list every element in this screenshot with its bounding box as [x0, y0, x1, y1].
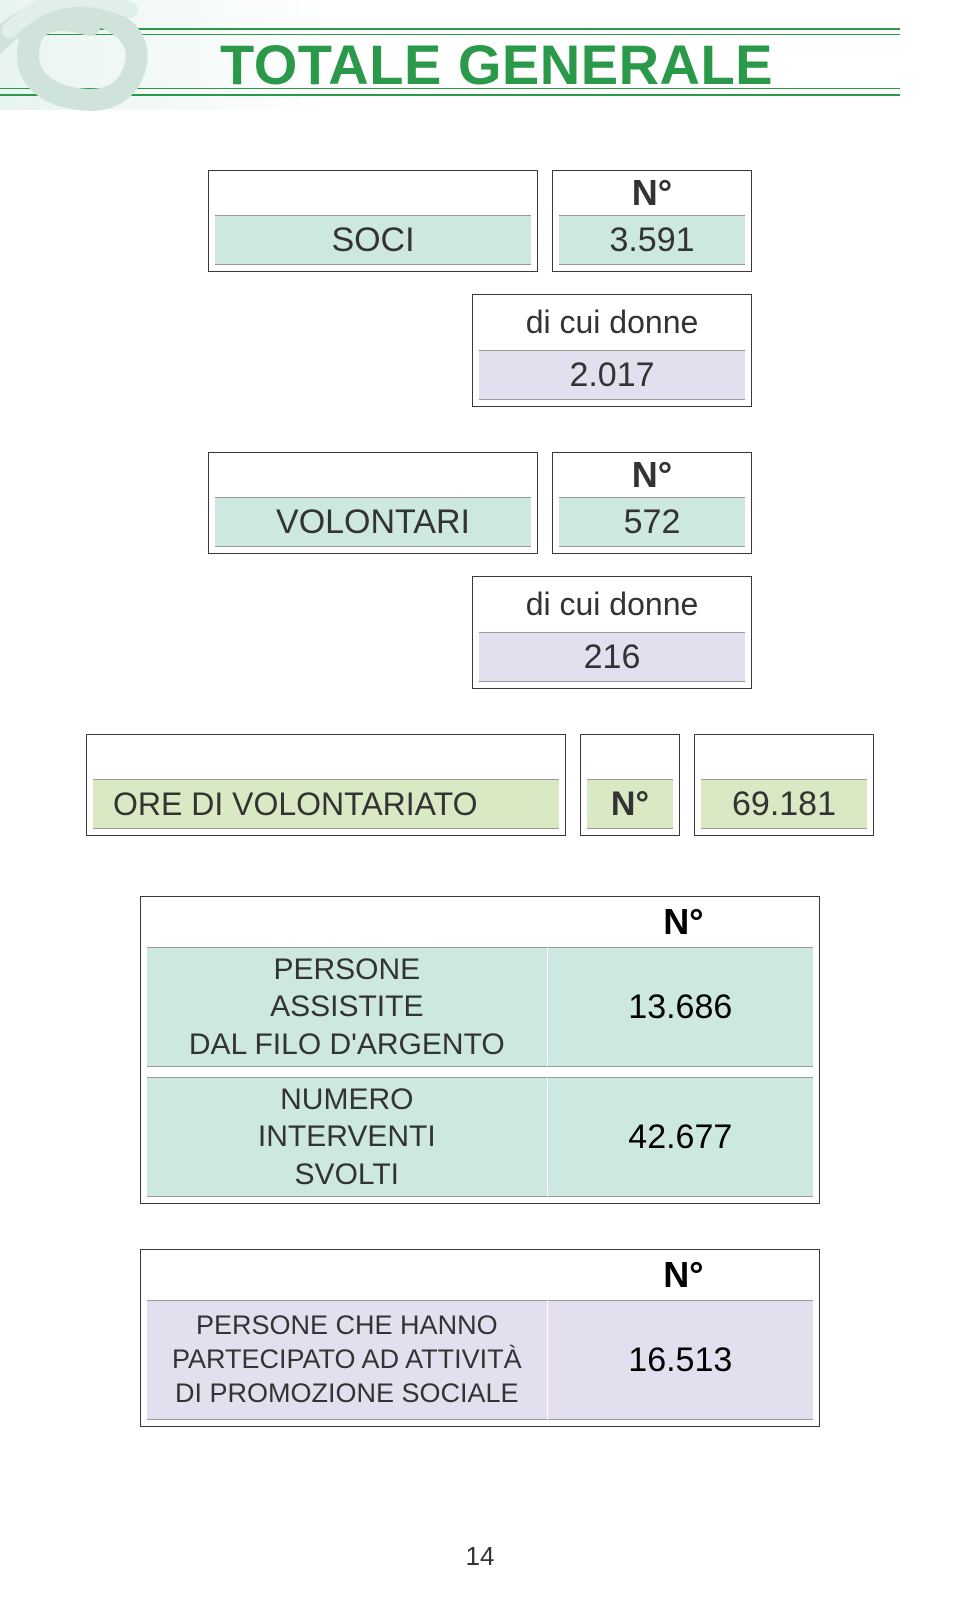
assistite-col-header: N°	[663, 901, 703, 943]
volontari-label: VOLONTARI	[215, 497, 531, 547]
soci-value-box: N° 3.591	[552, 170, 752, 272]
soci-sub-box: di cui donne 2.017	[472, 294, 752, 407]
page-title: TOTALE GENERALE	[220, 32, 773, 97]
volontari-group: VOLONTARI N° 572 di cui donne 216	[80, 452, 880, 689]
volontari-value-box: N° 572	[552, 452, 752, 554]
ore-col-header: N°	[587, 779, 673, 829]
partecipanti-col-header: N°	[663, 1254, 703, 1296]
partecipanti-group: N° PERSONE CHE HANNO PARTECIPATO AD ATTI…	[80, 1249, 880, 1427]
ore-label-box: ORE DI VOLONTARIATO	[86, 734, 566, 836]
partecipanti-value: 16.513	[547, 1300, 813, 1420]
volontari-label-box: VOLONTARI	[208, 452, 538, 554]
swirl-icon	[0, 0, 180, 120]
soci-label: SOCI	[215, 215, 531, 265]
volontari-sub-label: di cui donne	[526, 586, 699, 623]
assistite-row2-l3: SVOLTI	[295, 1156, 399, 1194]
soci-group: SOCI N° 3.591 di cui donne 2.017	[80, 170, 880, 407]
ore-group: ORE DI VOLONTARIATO N° 69.181	[80, 734, 880, 836]
soci-col-header: N°	[632, 172, 672, 214]
assistite-row1-value: 13.686	[547, 947, 813, 1067]
assistite-row1-l1: PERSONE	[273, 951, 420, 989]
assistite-row2-label: NUMERO INTERVENTI SVOLTI	[147, 1077, 547, 1197]
soci-sub-label: di cui donne	[526, 304, 699, 341]
assistite-row2-l1: NUMERO	[280, 1081, 413, 1119]
soci-sub-value: 2.017	[479, 350, 745, 400]
volontari-col-header: N°	[632, 454, 672, 496]
partecipanti-l3: DI PROMOZIONE SOCIALE	[175, 1377, 519, 1411]
volontari-sub-box: di cui donne 216	[472, 576, 752, 689]
ore-label: ORE DI VOLONTARIATO	[93, 779, 559, 829]
assistite-row1-l3: DAL FILO D'ARGENTO	[189, 1026, 505, 1064]
page-number: 14	[0, 1541, 960, 1572]
soci-label-box: SOCI	[208, 170, 538, 272]
ore-value-box: 69.181	[694, 734, 874, 836]
ore-col-box: N°	[580, 734, 680, 836]
volontari-value: 572	[559, 497, 745, 547]
assistite-row2-value: 42.677	[547, 1077, 813, 1197]
partecipanti-l2: PARTECIPATO AD ATTIVITÀ	[172, 1343, 522, 1377]
assistite-group: N° PERSONE ASSISTITE DAL FILO D'ARGENTO …	[80, 896, 880, 1204]
partecipanti-combo: N° PERSONE CHE HANNO PARTECIPATO AD ATTI…	[140, 1249, 820, 1427]
ore-value: 69.181	[701, 779, 867, 829]
partecipanti-l1: PERSONE CHE HANNO	[196, 1309, 498, 1343]
assistite-combo: N° PERSONE ASSISTITE DAL FILO D'ARGENTO …	[140, 896, 820, 1204]
volontari-sub-value: 216	[479, 632, 745, 682]
assistite-row2-l2: INTERVENTI	[258, 1118, 436, 1156]
soci-value: 3.591	[559, 215, 745, 265]
partecipanti-label: PERSONE CHE HANNO PARTECIPATO AD ATTIVIT…	[147, 1300, 547, 1420]
page-header: TOTALE GENERALE	[0, 0, 960, 110]
assistite-row1-l2: ASSISTITE	[270, 988, 423, 1026]
assistite-row1-label: PERSONE ASSISTITE DAL FILO D'ARGENTO	[147, 947, 547, 1067]
